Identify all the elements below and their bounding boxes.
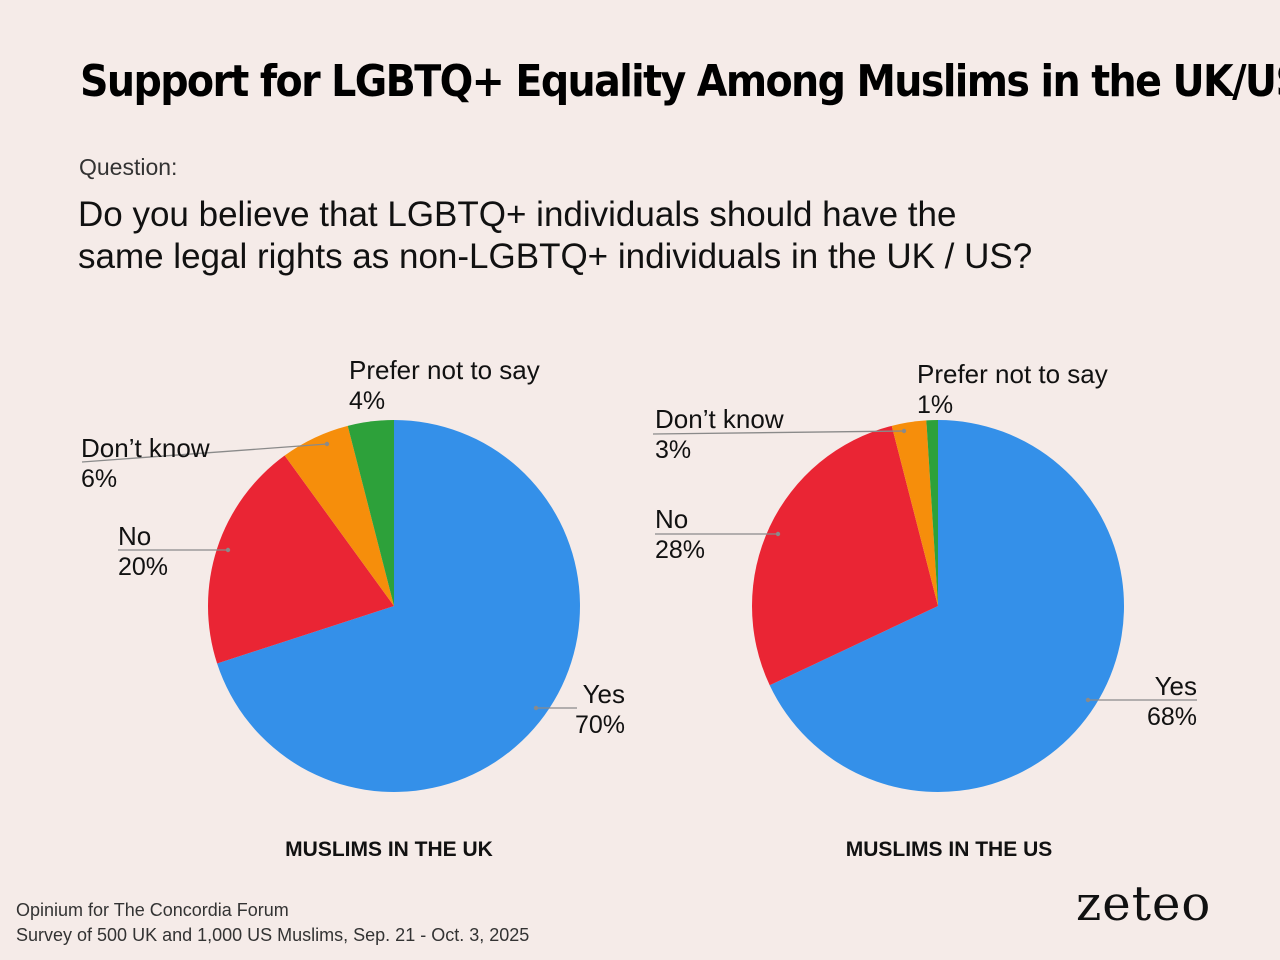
slice-label-no: No bbox=[118, 521, 151, 551]
slice-value-don-t-know: 6% bbox=[81, 465, 117, 493]
slice-value-no: 20% bbox=[118, 553, 168, 581]
leader-dot-don-t-know bbox=[901, 428, 907, 434]
slice-value-prefer-not-to-say: 4% bbox=[349, 387, 385, 415]
slice-label-no: No bbox=[655, 504, 688, 534]
source-line-1: Opinium for The Concordia Forum bbox=[16, 900, 289, 920]
slice-value-yes: 68% bbox=[1147, 703, 1197, 731]
question-line-1: Do you believe that LGBTQ+ individuals s… bbox=[78, 195, 957, 234]
leader-line-don-t-know bbox=[81, 443, 328, 463]
question-text: Do you believe that LGBTQ+ individuals s… bbox=[78, 194, 1238, 278]
pie-slice-don-t-know bbox=[284, 425, 394, 606]
leader-dot-no bbox=[775, 531, 781, 537]
leader-dot-yes bbox=[1085, 697, 1091, 703]
slice-label-yes: Yes bbox=[583, 679, 625, 709]
pie-slice-prefer-not-to-say bbox=[347, 420, 394, 606]
leader-dot-no bbox=[225, 547, 231, 553]
leader-dot-don-t-know bbox=[324, 441, 330, 447]
slice-value-don-t-know: 3% bbox=[655, 436, 691, 464]
slice-value-yes: 70% bbox=[575, 711, 625, 739]
question-line-2: same legal rights as non-LGBTQ+ individu… bbox=[78, 237, 1033, 276]
pie-slice-no bbox=[751, 425, 938, 686]
brand-logo: zeteo bbox=[1076, 876, 1212, 932]
pie-caption: MUSLIMS IN THE UK bbox=[285, 838, 493, 861]
slice-value-no: 28% bbox=[655, 536, 705, 564]
pie-slice-yes bbox=[217, 420, 580, 792]
slice-label-yes: Yes bbox=[1155, 671, 1197, 701]
source-line-2: Survey of 500 UK and 1,000 US Muslims, S… bbox=[16, 925, 530, 946]
slice-label-prefer-not-to-say: Prefer not to say bbox=[349, 355, 540, 385]
slice-value-prefer-not-to-say: 1% bbox=[917, 391, 953, 419]
leader-line-don-t-know bbox=[652, 430, 905, 435]
chart-title: Support for LGBTQ+ Equality Among Muslim… bbox=[80, 56, 1280, 107]
pie-slice-no bbox=[207, 455, 394, 664]
slice-label-prefer-not-to-say: Prefer not to say bbox=[917, 359, 1108, 389]
pie-slice-yes bbox=[769, 420, 1125, 792]
slice-label-don-t-know: Don’t know bbox=[81, 433, 210, 463]
pie-slice-don-t-know bbox=[891, 420, 938, 606]
pie-slice-prefer-not-to-say bbox=[926, 420, 938, 606]
source-note: Opinium for The Concordia Forum Survey o… bbox=[16, 898, 529, 948]
pie-caption: MUSLIMS IN THE US bbox=[846, 838, 1053, 861]
slice-label-don-t-know: Don’t know bbox=[655, 404, 784, 434]
question-label: Question: bbox=[79, 154, 178, 180]
leader-dot-yes bbox=[533, 705, 539, 711]
